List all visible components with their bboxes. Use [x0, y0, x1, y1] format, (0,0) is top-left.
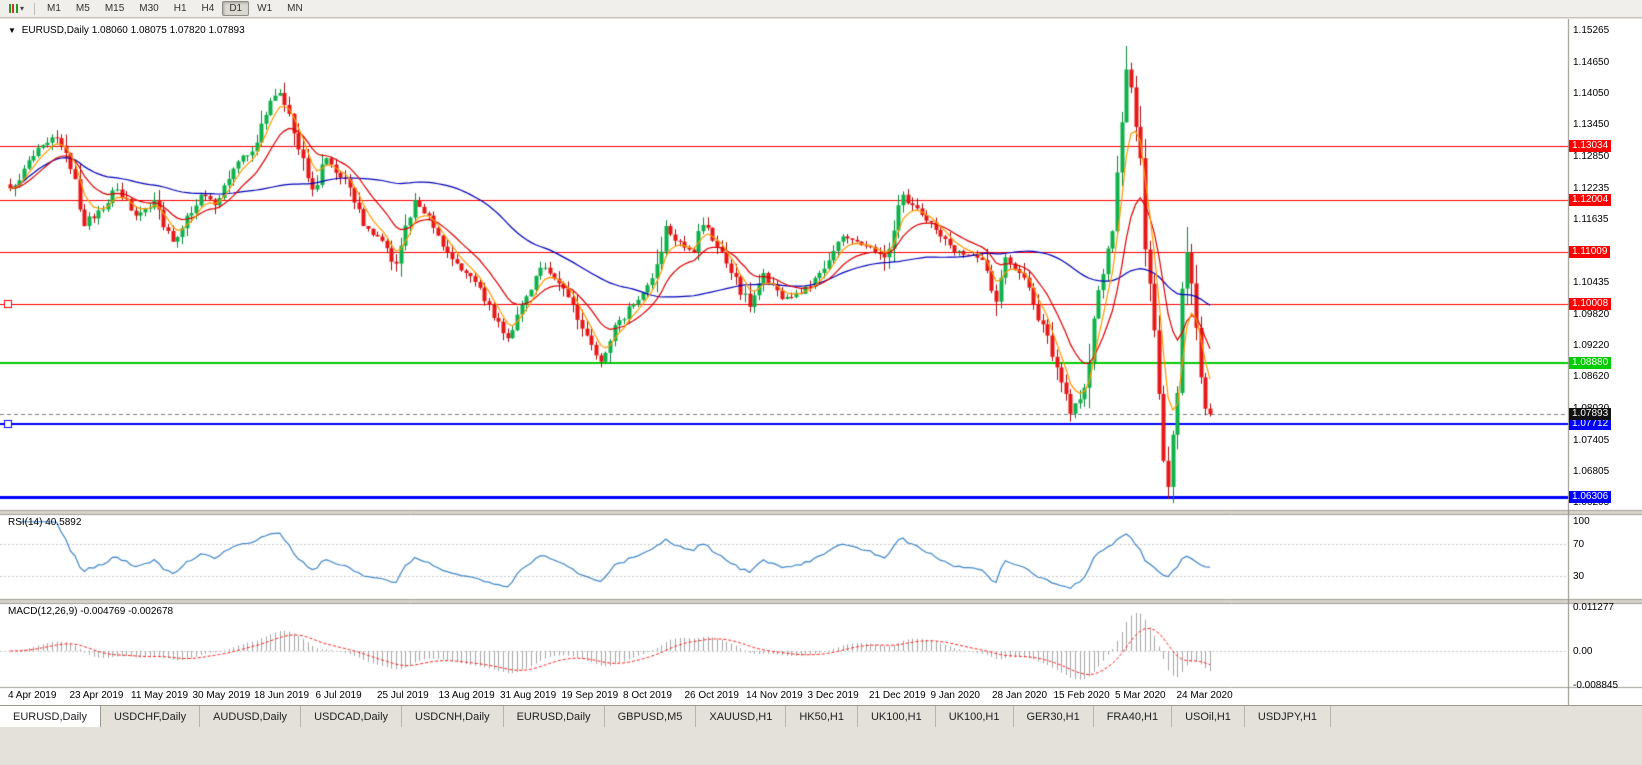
- timeframe-button-m1[interactable]: M1: [47, 3, 61, 14]
- date-axis-label: 14 Nov 2019: [746, 690, 803, 701]
- date-axis-label: 8 Oct 2019: [623, 690, 672, 701]
- price-axis-tick: 1.10435: [1573, 277, 1610, 288]
- price-axis-tick: 1.09820: [1573, 309, 1610, 320]
- chart-window: 1.15265 1.14650 1.14050 1.13450 1.12850 1.122…: [0, 19, 1642, 705]
- price-axis-tick: 1.11635: [1573, 214, 1609, 225]
- chart-tab-usdjpy-h1[interactable]: USDJPY,H1: [1244, 706, 1332, 727]
- price-line-label[interactable]: 1.08880: [1569, 357, 1612, 369]
- chart-tab-gbpusd-m5[interactable]: GBPUSD,M5: [604, 706, 697, 727]
- timeframe-button-m15[interactable]: M15: [104, 3, 125, 14]
- chart-tab-xauusd-h1[interactable]: XAUUSD,H1: [696, 706, 787, 727]
- current-price-label: 1.07893: [1569, 408, 1612, 420]
- chart-tab-usoil-h1[interactable]: USOil,H1: [1172, 706, 1245, 727]
- price-axis-tick: 1.08620: [1573, 371, 1610, 382]
- date-axis-label: 15 Feb 2020: [1053, 690, 1110, 701]
- timeframe-buttons: M1 M5 M15 M30 H1 H4 D1 W1 MN: [40, 1, 310, 16]
- chart-ohlc-values: 1.08060 1.08075 1.07820 1.07893: [91, 25, 245, 36]
- rsi-value: 40.5892: [45, 517, 82, 528]
- chart-tab-usdcnh-daily[interactable]: USDCNH,Daily: [402, 706, 504, 727]
- price-chart-canvas[interactable]: [0, 19, 1642, 705]
- price-axis-tick: 1.14650: [1573, 57, 1610, 68]
- macd-values: -0.004769 -0.002678: [80, 606, 174, 617]
- chart-tab-hk50-h1[interactable]: HK50,H1: [786, 706, 858, 727]
- date-axis-label: 19 Sep 2019: [561, 690, 619, 701]
- chart-overlays: 1.15265 1.14650 1.14050 1.13450 1.12850 1.122…: [0, 19, 1642, 705]
- price-line-label[interactable]: 1.12004: [1569, 194, 1612, 206]
- chart-tab-eurusd-daily[interactable]: EURUSD,Daily: [503, 706, 605, 727]
- chart-symbol-period: EURUSD,Daily: [21, 25, 89, 36]
- macd-indicator-label: MACD(12,26,9) -0.004769 -0.002678: [8, 606, 173, 617]
- timeframe-button-h4[interactable]: H4: [201, 3, 215, 14]
- price-line-label[interactable]: 1.11009: [1569, 246, 1611, 258]
- date-axis-label: 5 Mar 2020: [1115, 690, 1166, 701]
- price-axis-tick: 1.15265: [1573, 25, 1610, 36]
- date-axis-label: 23 Apr 2019: [69, 690, 124, 701]
- chart-window-menu-button[interactable]: ▾: [4, 2, 29, 15]
- date-axis-label: 6 Jul 2019: [315, 690, 362, 701]
- date-axis-label: 11 May 2019: [131, 690, 189, 701]
- timeframe-button-mn[interactable]: MN: [287, 3, 303, 14]
- candlestick-chart-icon: [9, 4, 18, 13]
- chart-tab-strip: EURUSD,Daily USDCHF,Daily AUDUSD,Daily USDC…: [0, 706, 1642, 727]
- collapse-triangle-icon: ▼: [8, 26, 16, 35]
- timeframe-button-h1[interactable]: H1: [173, 3, 187, 14]
- price-axis-tick: 1.07405: [1573, 435, 1610, 446]
- date-axis-label: 3 Dec 2019: [807, 690, 859, 701]
- price-line-label[interactable]: 1.06306: [1569, 491, 1612, 503]
- date-axis-label: 24 Mar 2020: [1176, 690, 1233, 701]
- chart-tab-uk100-h1[interactable]: UK100,H1: [935, 706, 1014, 727]
- rsi-axis-tick: 30: [1573, 571, 1585, 582]
- macd-axis-tick: 0.00: [1573, 646, 1593, 657]
- price-axis-tick: 1.09220: [1573, 340, 1610, 351]
- date-axis-label: 4 Apr 2019: [8, 690, 57, 701]
- date-axis-label: 9 Jan 2020: [930, 690, 981, 701]
- date-axis-label: 21 Dec 2019: [869, 690, 926, 701]
- timeframe-button-w1[interactable]: W1: [257, 3, 273, 14]
- price-line-label[interactable]: 1.13034: [1569, 140, 1612, 152]
- toolbar-separator: [34, 2, 36, 15]
- price-axis-tick: 1.13450: [1573, 119, 1610, 130]
- date-axis-label: 26 Oct 2019: [684, 690, 739, 701]
- price-axis-tick: 1.06805: [1573, 466, 1610, 477]
- price-axis-tick: 1.14050: [1573, 88, 1610, 99]
- chart-tab-eurusd-daily[interactable]: EURUSD,Daily: [0, 706, 101, 727]
- date-axis-label: 18 Jun 2019: [254, 690, 310, 701]
- price-axis-tick: 1.12850: [1573, 151, 1610, 162]
- date-axis-label: 25 Jul 2019: [377, 690, 429, 701]
- timeframe-button-m5[interactable]: M5: [75, 3, 90, 14]
- rsi-axis-tick: 100: [1573, 516, 1590, 527]
- macd-axis-tick: -0.008845: [1573, 680, 1619, 691]
- price-line-label[interactable]: 1.07712: [1569, 418, 1612, 430]
- timeframe-button-m30[interactable]: M30: [139, 3, 159, 14]
- rsi-name: RSI(14): [8, 517, 43, 528]
- chart-tab-usdchf-daily[interactable]: USDCHF,Daily: [100, 706, 201, 727]
- timeframe-button-d1[interactable]: D1: [222, 1, 250, 16]
- price-line-label[interactable]: 1.10008: [1569, 298, 1612, 310]
- chart-tab-usdcad-daily[interactable]: USDCAD,Daily: [301, 706, 403, 727]
- chevron-down-icon: ▾: [20, 3, 25, 13]
- timeframe-toolbar: ▾ M1 M5 M15 M30 H1 H4 D1 W1 MN: [0, 0, 1642, 18]
- chart-tab-uk100-h1[interactable]: UK100,H1: [857, 706, 936, 727]
- macd-name: MACD(12,26,9): [8, 606, 78, 617]
- macd-axis-tick: 0.011277: [1573, 602, 1614, 613]
- chart-tab-fra40-h1[interactable]: FRA40,H1: [1093, 706, 1173, 727]
- date-axis-label: 13 Aug 2019: [438, 690, 495, 701]
- price-axis-tick: 1.12235: [1573, 183, 1610, 194]
- rsi-axis-tick: 70: [1573, 539, 1585, 550]
- chart-tab-bar: EURUSD,Daily USDCHF,Daily AUDUSD,Daily USDC…: [0, 705, 1642, 765]
- date-axis-label: 31 Aug 2019: [500, 690, 557, 701]
- date-axis-label: 28 Jan 2020: [992, 690, 1048, 701]
- rsi-indicator-label: RSI(14) 40.5892: [8, 517, 81, 528]
- chart-tab-ger30-h1[interactable]: GER30,H1: [1013, 706, 1094, 727]
- date-axis-label: 30 May 2019: [192, 690, 251, 701]
- chart-title: ▼ EURUSD,Daily 1.08060 1.08075 1.07820 1…: [8, 25, 245, 36]
- chart-tab-audusd-daily[interactable]: AUDUSD,Daily: [200, 706, 302, 727]
